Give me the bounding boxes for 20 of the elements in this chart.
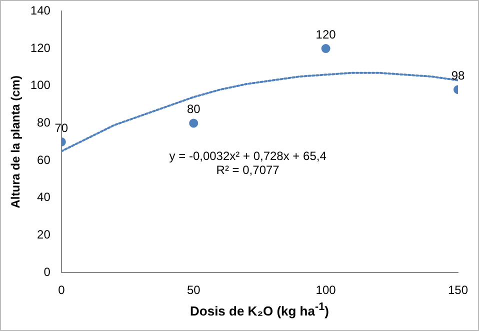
y-tick-label: 0 (44, 264, 51, 279)
x-tick-label: 150 (448, 283, 468, 298)
data-label: 80 (186, 102, 201, 116)
y-axis-title: Altura de la planta (cm) (8, 76, 23, 208)
y-tick-label: 20 (37, 228, 51, 242)
y-tick-label: 100 (30, 78, 51, 92)
y-tick-label: 60 (37, 152, 51, 167)
y-tick-label: 80 (37, 116, 51, 130)
y-tick-label: 120 (30, 40, 51, 55)
annotation: y = -0,0032x² + 0,728x + 65,4 (169, 149, 327, 164)
x-tick-label: 100 (316, 283, 336, 298)
data-label: 98 (451, 68, 465, 83)
x-tick-label: 50 (186, 283, 201, 298)
y-tick-label: 40 (37, 190, 51, 204)
data-label: 120 (316, 28, 336, 42)
annotation: R² = 0,7077 (216, 163, 280, 178)
y-tick-label: 140 (30, 4, 51, 18)
data-label: 70 (54, 120, 68, 135)
x-tick-label: 0 (58, 283, 66, 298)
x-axis-title: Dosis de K₂O (kg ha$^{-1}$) (189, 301, 330, 318)
